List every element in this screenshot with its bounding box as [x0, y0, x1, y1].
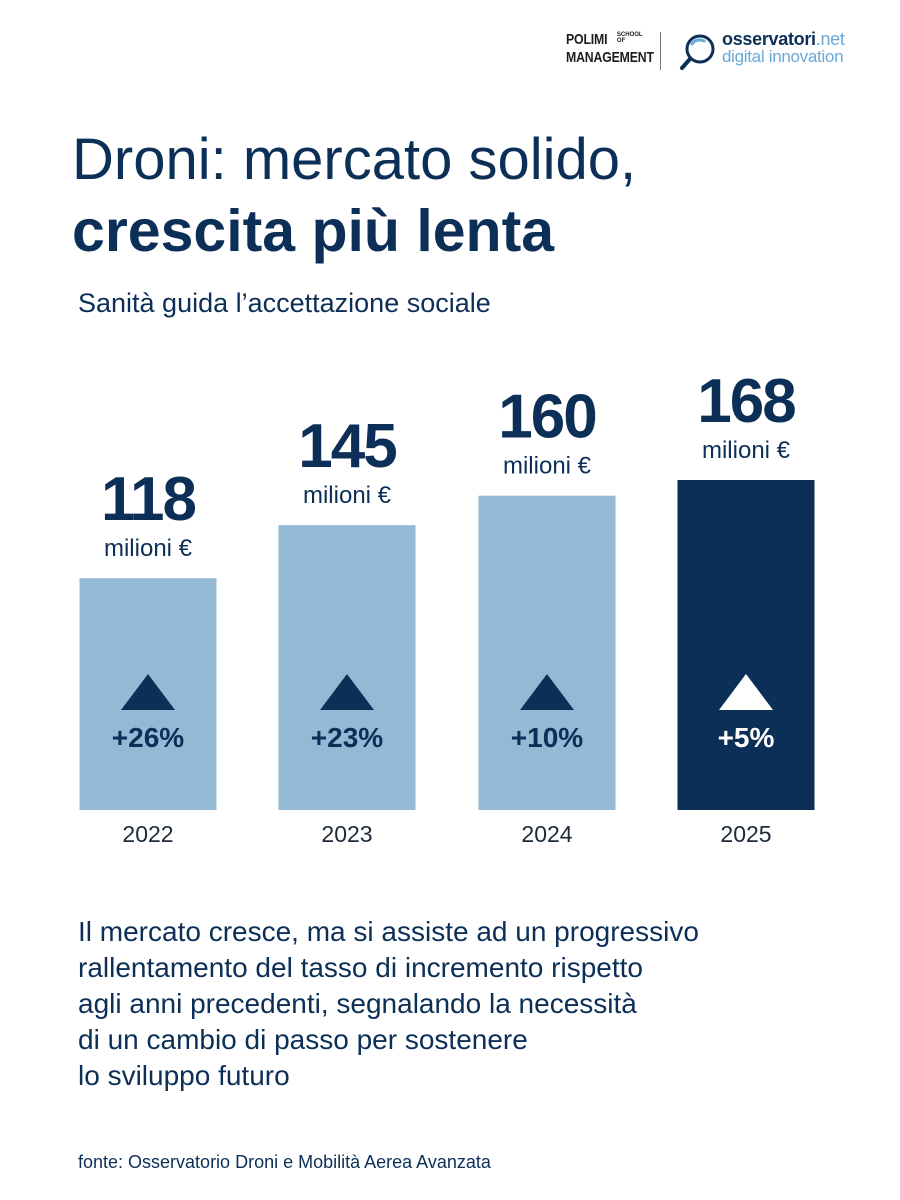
source-note: fonte: Osservatorio Droni e Mobilità Aer… — [78, 1152, 491, 1172]
bar-value-label: 145 — [298, 412, 396, 481]
growth-label: +10% — [511, 722, 583, 753]
polimi-logo-line1: POLIMI — [566, 31, 608, 48]
osservatori-logo-tagline: digital innovation — [722, 47, 844, 66]
bar-unit-label: milioni € — [503, 453, 592, 480]
bar-2025 — [677, 480, 815, 810]
bar-value-label: 160 — [498, 383, 595, 452]
logo-divider — [660, 32, 661, 70]
growth-label: +26% — [112, 722, 184, 753]
polimi-logo: POLIMI SCHOOL OF MANAGEMENT — [566, 32, 673, 65]
growth-up-icon — [121, 674, 175, 710]
bar-2023 — [278, 525, 416, 810]
bar-unit-label: milioni € — [303, 482, 392, 509]
osservatori-logo-tld: .net — [815, 29, 845, 49]
body-line: di un cambio di passo per sostenere — [78, 1024, 528, 1055]
x-tick-label: 2022 — [122, 821, 173, 847]
polimi-logo-line2: MANAGEMENT — [566, 49, 654, 66]
polimi-logo-school: SCHOOL OF — [616, 32, 643, 44]
bar-value-label: 168 — [697, 367, 795, 436]
growth-up-icon — [520, 674, 574, 710]
body-text: Il mercato cresce, ma si assiste ad un p… — [78, 914, 699, 1094]
magnifier-logo-icon — [680, 34, 715, 70]
osservatori-logo-name: osservatori — [722, 29, 816, 49]
x-tick-label: 2025 — [720, 821, 771, 847]
growth-up-icon — [719, 674, 773, 710]
bar-unit-label: milioni € — [702, 437, 791, 464]
body-line: Il mercato cresce, ma si assiste ad un p… — [78, 916, 699, 947]
growth-label: +5% — [718, 722, 775, 753]
body-line: lo sviluppo futuro — [78, 1060, 290, 1091]
growth-label: +23% — [311, 722, 383, 753]
body-line: agli anni precedenti, segnalando la nece… — [78, 988, 637, 1019]
growth-up-icon — [320, 674, 374, 710]
bar-2024 — [478, 495, 616, 810]
header: POLIMI SCHOOL OF MANAGEMENT osservatori.… — [560, 28, 880, 72]
body-line: rallentamento del tasso di incremento ri… — [78, 952, 643, 983]
page-title-line2: crescita più lenta — [72, 198, 555, 264]
page-subtitle: Sanità guida l’accettazione sociale — [78, 288, 491, 318]
osservatori-logo: osservatori.net digital innovation — [722, 30, 845, 66]
bar-value-label: 118 — [101, 465, 196, 534]
x-tick-label: 2023 — [321, 821, 372, 847]
page-title-line1: Droni: mercato solido, — [72, 127, 637, 192]
bar-unit-label: milioni € — [104, 535, 193, 562]
x-tick-label: 2024 — [521, 821, 572, 847]
